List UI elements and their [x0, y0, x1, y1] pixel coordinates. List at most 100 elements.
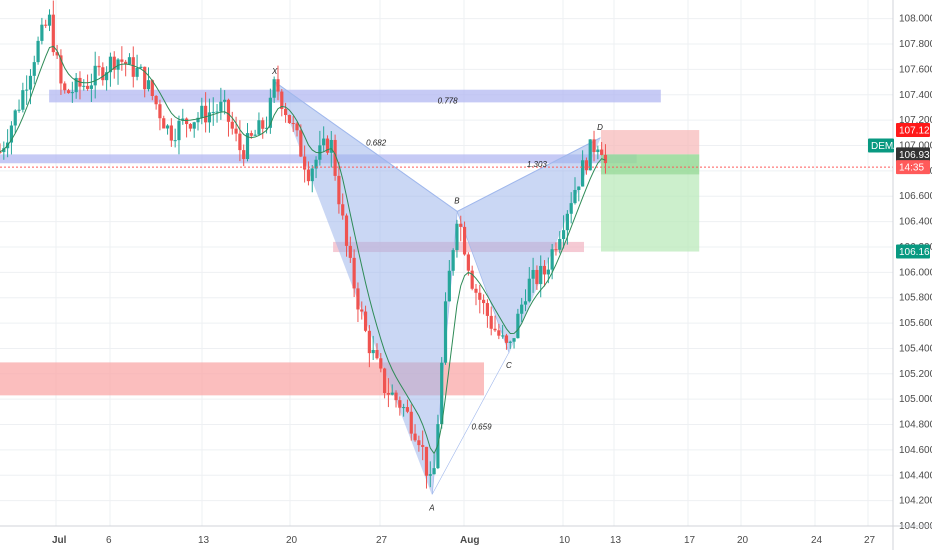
- candle-body: [154, 95, 158, 105]
- y-tick-label: 107.600: [899, 64, 932, 75]
- candle-body: [466, 254, 470, 271]
- candle-body: [85, 85, 90, 89]
- candle-body: [402, 407, 406, 409]
- candle-body: [272, 79, 276, 98]
- blue-zone-top: [49, 89, 661, 103]
- candle-body: [341, 204, 345, 216]
- candle-body: [25, 89, 29, 91]
- candle-body: [116, 59, 120, 70]
- candle-body: [462, 226, 467, 255]
- candle-body: [55, 52, 59, 56]
- candle-body: [162, 118, 166, 129]
- candle-body: [36, 40, 40, 63]
- pattern-point-x: X: [271, 67, 278, 76]
- candle-body: [394, 392, 398, 401]
- x-tick-label: 6: [106, 535, 112, 546]
- candle-body: [501, 335, 505, 337]
- price-tag-bg: [896, 123, 930, 138]
- candle-body: [451, 250, 455, 271]
- candle-body: [66, 90, 71, 94]
- x-tick-label: Jul: [52, 535, 67, 546]
- x-tick-label: 10: [559, 535, 571, 546]
- candle-body: [143, 66, 147, 90]
- candle-body: [382, 368, 387, 393]
- candle-body: [398, 400, 402, 408]
- candle-body: [93, 65, 97, 86]
- candle-body: [306, 169, 311, 182]
- candle-body: [101, 67, 105, 81]
- x-tick-label: 24: [811, 535, 823, 546]
- candle-body: [516, 313, 520, 339]
- candle-body: [322, 138, 326, 146]
- y-tick-label: 104.200: [899, 496, 932, 507]
- candle-body: [169, 125, 173, 141]
- candle-body: [124, 61, 128, 65]
- candle-body: [0, 151, 2, 153]
- candle-body: [390, 392, 394, 395]
- price-tag-label: 106.930: [899, 150, 932, 161]
- y-tick-label: 105.200: [899, 369, 932, 380]
- candle-body: [207, 112, 212, 123]
- candle-body: [295, 123, 299, 131]
- candle-body: [554, 249, 558, 251]
- candle-body: [584, 160, 589, 171]
- candle-body: [329, 139, 333, 153]
- candle-body: [287, 115, 291, 124]
- y-tick-label: 107.400: [899, 90, 932, 101]
- candle-body: [535, 269, 539, 285]
- candle-body: [70, 92, 74, 94]
- y-tick-label: 105.000: [899, 394, 932, 405]
- candle-body: [470, 270, 474, 289]
- candle-body: [303, 156, 307, 170]
- candle-body: [546, 269, 550, 275]
- candle-body: [139, 66, 143, 68]
- ratio-label: 0.778: [438, 97, 459, 106]
- pattern-point-d: D: [597, 123, 603, 132]
- candle-body: [276, 79, 280, 92]
- ratio-label: 0.682: [366, 139, 387, 148]
- candle-body: [63, 83, 67, 91]
- candle-body: [409, 411, 413, 434]
- candle-body: [215, 111, 219, 113]
- candle-body: [531, 269, 535, 279]
- y-tick-label: 104.600: [899, 445, 932, 456]
- candles: [0, 0, 608, 489]
- candle-body: [135, 67, 139, 77]
- x-tick-label: 27: [864, 535, 876, 546]
- candle-body: [112, 56, 116, 70]
- y-tick-label: 107.000: [899, 141, 932, 152]
- x-axis[interactable]: Jul 6 13 20 27 Aug 10 13 17 20 24 27: [0, 525, 932, 546]
- x-tick-label: 20: [286, 535, 298, 546]
- trade-target-upper: [600, 154, 700, 175]
- candle-body: [2, 148, 6, 153]
- candle-body: [200, 105, 204, 118]
- y-axis[interactable]: 108.000 107.800 107.600 107.400 107.200 107.0…: [892, 0, 932, 550]
- candle-body: [497, 330, 501, 336]
- y-tick-label: 106.400: [899, 217, 932, 228]
- price-tag-label: DEMA: [871, 141, 900, 152]
- candle-body: [432, 468, 436, 475]
- candle-body: [177, 120, 181, 141]
- price-tag-bg: [868, 138, 894, 153]
- candle-body: [131, 57, 135, 77]
- x-tick-label: 27: [376, 535, 388, 546]
- price-tag-bg: [896, 147, 930, 162]
- candle-body: [443, 301, 448, 363]
- candle-body: [482, 299, 486, 304]
- candle-body: [257, 120, 261, 135]
- candle-body: [478, 292, 482, 300]
- candle-body: [219, 101, 223, 112]
- candle-body: [405, 407, 410, 412]
- candle-body: [242, 150, 246, 160]
- candle-body: [310, 168, 314, 182]
- candle-body: [520, 304, 524, 314]
- price-tag-bg: [896, 244, 930, 259]
- candle-body: [226, 99, 231, 122]
- candle-body: [348, 245, 352, 258]
- candle-body: [542, 265, 547, 275]
- candle-body: [447, 270, 451, 302]
- candle-body: [223, 99, 227, 102]
- candle-body: [314, 159, 318, 169]
- candle-body: [89, 85, 93, 89]
